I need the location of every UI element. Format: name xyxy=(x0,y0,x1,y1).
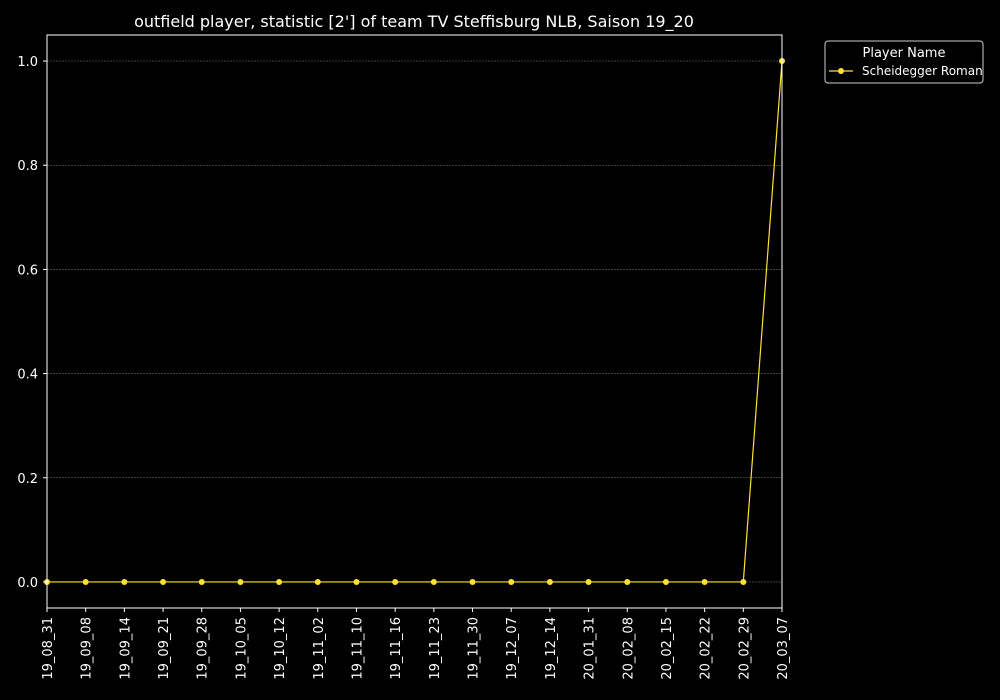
legend-title: Player Name xyxy=(863,46,946,61)
x-tick-label: 19_11_16 xyxy=(389,617,404,680)
data-point xyxy=(392,578,399,585)
data-point xyxy=(353,578,360,585)
x-tick-label: 20_02_15 xyxy=(660,617,675,680)
x-tick-label: 19_11_23 xyxy=(428,617,443,680)
x-tick-label: 19_09_28 xyxy=(196,617,211,680)
legend-box xyxy=(824,40,984,84)
x-tick-label: 19_09_08 xyxy=(80,617,95,680)
y-tick-label: 0.8 xyxy=(17,159,38,174)
x-axis-ticks: 19_08_31 19_09_08 19_09_14 19_09_21 19_09_28… xyxy=(41,608,791,680)
chart-title: outfield player, statistic [2'] of team … xyxy=(134,12,694,32)
x-tick-label: 20_03_07 xyxy=(776,617,791,680)
data-point xyxy=(624,578,631,585)
x-tick-label: 19_11_30 xyxy=(467,617,482,680)
data-point xyxy=(160,578,167,585)
y-axis-ticks: 0.0 0.2 0.4 0.6 0.8 1.0 xyxy=(17,55,47,591)
data-point xyxy=(701,578,708,585)
axes-frame xyxy=(46,34,783,609)
x-tick-label: 19_10_05 xyxy=(234,617,249,680)
x-tick-label: 20_02_22 xyxy=(699,617,714,680)
y-tick-label: 0.2 xyxy=(17,472,38,487)
data-point xyxy=(662,578,669,585)
x-tick-label: 19_09_14 xyxy=(118,617,133,680)
legend-swatch-marker xyxy=(838,68,844,74)
legend-entry-label: Scheidegger Roman xyxy=(862,64,983,78)
data-point xyxy=(585,578,592,585)
y-tick-label: 0.0 xyxy=(17,576,38,591)
data-point xyxy=(740,578,747,585)
legend: Player Name Scheidegger Roman xyxy=(824,40,984,84)
x-tick-label: 19_12_07 xyxy=(505,617,520,680)
data-point xyxy=(546,578,553,585)
data-point xyxy=(237,578,244,585)
data-point xyxy=(469,578,476,585)
data-point xyxy=(121,578,128,585)
x-tick-label: 19_09_21 xyxy=(157,617,172,680)
data-point xyxy=(276,578,283,585)
data-point xyxy=(314,578,321,585)
data-point xyxy=(430,578,437,585)
x-tick-label: 19_11_02 xyxy=(312,617,327,680)
x-tick-label: 19_08_31 xyxy=(41,617,56,680)
grid-lines xyxy=(47,60,782,583)
x-tick-label: 20_02_29 xyxy=(737,617,752,680)
x-tick-label: 20_01_31 xyxy=(583,617,598,680)
y-tick-label: 1.0 xyxy=(17,55,38,70)
x-tick-label: 19_12_14 xyxy=(544,617,559,680)
y-tick-label: 0.6 xyxy=(17,263,38,278)
y-tick-label: 0.4 xyxy=(17,368,38,383)
x-tick-label: 19_10_12 xyxy=(273,617,288,680)
data-point xyxy=(508,578,515,585)
data-point xyxy=(198,578,205,585)
x-tick-label: 20_02_08 xyxy=(621,617,636,680)
series-line xyxy=(47,61,783,583)
x-tick-label: 19_11_10 xyxy=(350,617,365,680)
data-point xyxy=(82,578,89,585)
series-layer xyxy=(44,58,785,585)
